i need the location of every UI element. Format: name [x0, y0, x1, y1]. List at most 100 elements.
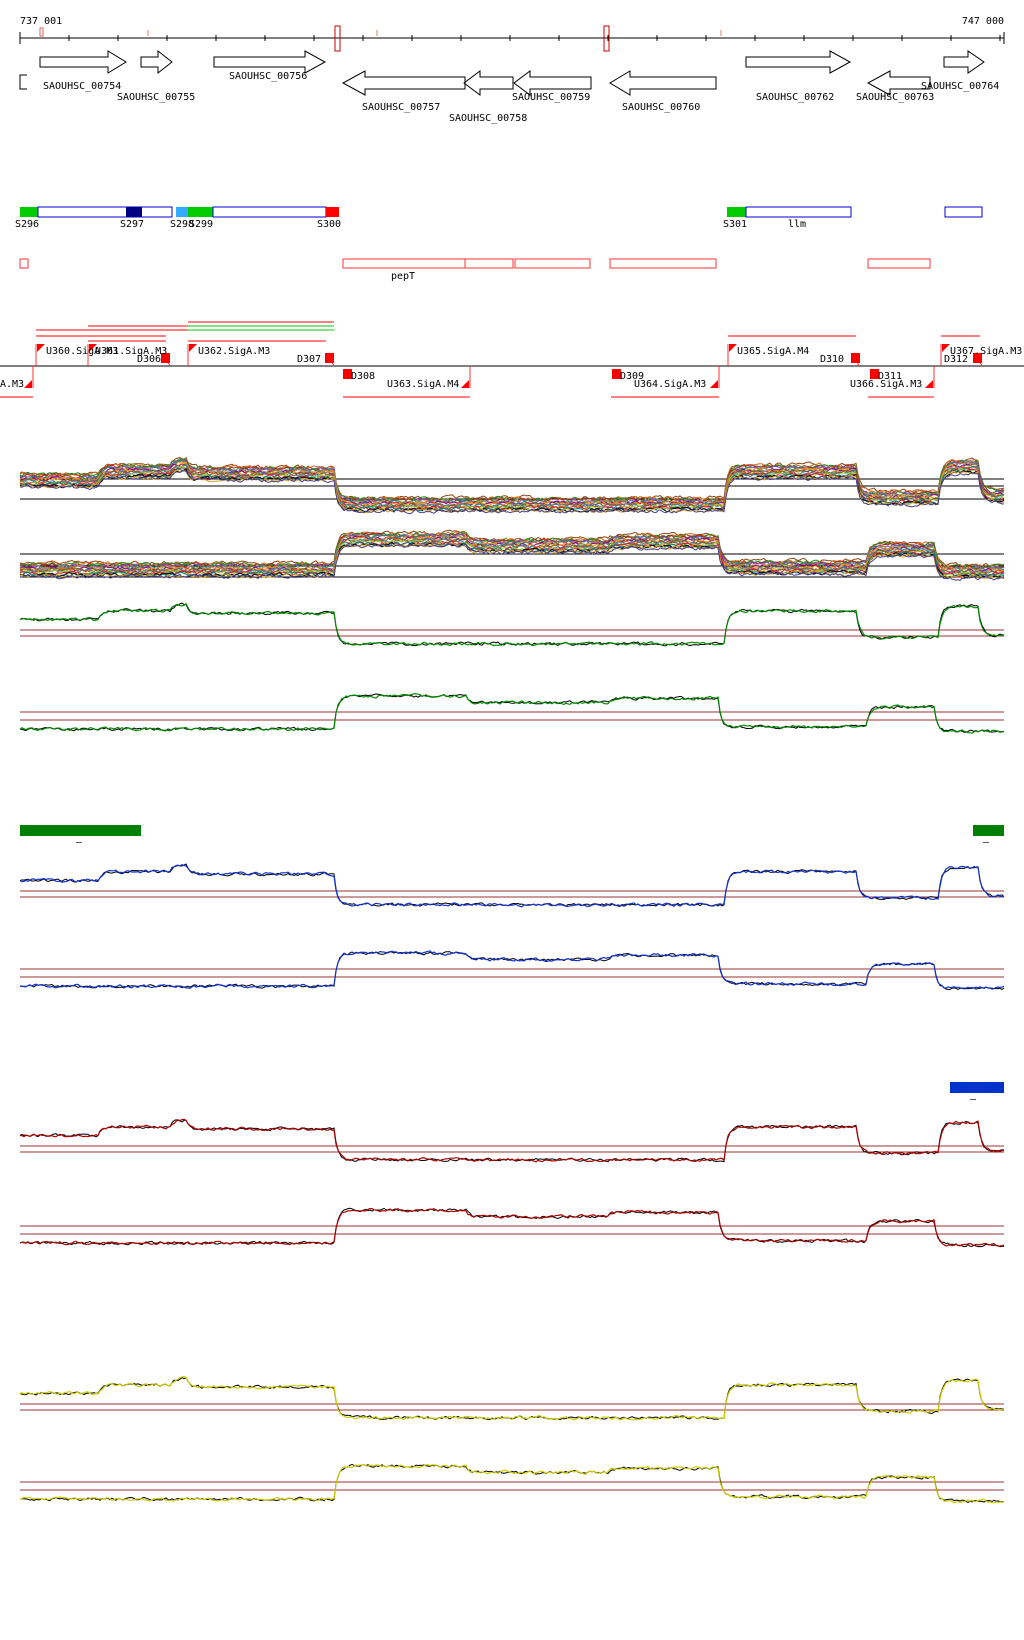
- dash-mark: –: [970, 1094, 977, 1105]
- segment-label: S297: [120, 219, 144, 230]
- operon-block[interactable]: [514, 258, 591, 269]
- gene-arrow-00758[interactable]: [463, 70, 514, 96]
- downshift-block[interactable]: [161, 353, 170, 363]
- downshift-label: D310: [820, 354, 844, 365]
- segment-block[interactable]: [212, 206, 327, 218]
- expression-trace: [19, 470, 1005, 515]
- operon-block[interactable]: [464, 258, 514, 269]
- ruler-marker: [39, 27, 44, 37]
- green-region-bar[interactable]: [973, 825, 1004, 836]
- reverse-downshift-label: D311: [878, 371, 902, 382]
- reverse-upshift-label: U366.SigA.M3: [850, 379, 922, 390]
- segment-block[interactable]: [326, 207, 339, 217]
- profile-tracks: [19, 602, 1005, 1504]
- ruler-marker: [720, 30, 722, 36]
- gene-arrow-00760[interactable]: [609, 70, 717, 96]
- downshift-label: D312: [944, 354, 968, 365]
- gene-arrow-00763[interactable]: [866, 70, 931, 96]
- segment-block[interactable]: [37, 206, 173, 218]
- expression-trace: [19, 543, 1005, 582]
- expression-trace: [19, 1207, 1004, 1248]
- downshift-label: D306: [137, 354, 161, 365]
- ruler-marker: [603, 25, 610, 52]
- operon-block[interactable]: [867, 258, 931, 269]
- reverse-downshift-label: D309: [620, 371, 644, 382]
- reverse-downshift-label: D308: [351, 371, 375, 382]
- upshift-label: U361.SigA.M3: [95, 346, 167, 357]
- gene-track: [19, 49, 985, 96]
- operon-label: pepT: [391, 271, 415, 282]
- downshift-block[interactable]: [851, 353, 860, 363]
- downshift-block[interactable]: [870, 369, 879, 379]
- gene-label: SAOUHSC_00758: [449, 113, 527, 124]
- gene-arrow-partial[interactable]: [19, 74, 27, 90]
- expression-trace: [19, 693, 1005, 734]
- ruler-start-label: 737 001: [20, 16, 62, 27]
- gene-arrow-00756[interactable]: [213, 50, 327, 74]
- expression-trace: [19, 602, 1005, 647]
- downshift-block[interactable]: [343, 369, 352, 379]
- expression-trace: [19, 1463, 1005, 1504]
- expression-trace: [19, 950, 1005, 990]
- segment-block[interactable]: [126, 207, 142, 217]
- segment-block[interactable]: [944, 206, 983, 218]
- blue-region-bar[interactable]: [950, 1082, 1004, 1093]
- expression-trace: [20, 463, 1005, 508]
- upshift-label: U365.SigA.M4: [737, 346, 809, 357]
- shift-track: U360.SigA.M3 U361.SigA.M3 U362.SigA.M3 U…: [0, 321, 1024, 398]
- segment-block[interactable]: [727, 207, 746, 217]
- gene-arrow-00757[interactable]: [341, 70, 466, 96]
- upshift-label: U360.SigA.M3: [46, 346, 118, 357]
- dash-mark: –: [983, 837, 990, 848]
- expression-trace: [19, 863, 1005, 907]
- downshift-block[interactable]: [325, 353, 334, 363]
- expression-trace: [19, 864, 1005, 908]
- upshift-label: U362.SigA.M3: [198, 346, 270, 357]
- ruler-marker: [334, 25, 341, 52]
- expression-trace: [19, 1375, 1005, 1421]
- dash-mark: –: [76, 837, 83, 848]
- segment-label: S299: [189, 219, 213, 230]
- gene-label: SAOUHSC_00759: [512, 92, 590, 103]
- expression-trace: [19, 1118, 1005, 1163]
- segment-label: S296: [15, 219, 39, 230]
- gene-arrow-00755[interactable]: [140, 49, 173, 75]
- downshift-block[interactable]: [973, 353, 982, 363]
- multi-condition-track-forward: [19, 456, 1005, 515]
- operon-block[interactable]: [342, 258, 466, 269]
- reverse-upshift-label: A.M3: [0, 379, 24, 390]
- gene-label: SAOUHSC_00763: [856, 92, 934, 103]
- gene-arrow-00759[interactable]: [513, 70, 592, 96]
- segment-block[interactable]: [176, 207, 188, 217]
- expression-trace: [19, 532, 1005, 570]
- segment-label: S298: [170, 219, 194, 230]
- gene-arrow-00762[interactable]: [745, 50, 852, 74]
- expression-trace: [19, 533, 1005, 571]
- downshift-label: D307: [297, 354, 321, 365]
- gene-label: SAOUHSC_00755: [117, 92, 195, 103]
- green-region-bar[interactable]: [20, 825, 141, 836]
- segment-block[interactable]: [745, 206, 852, 218]
- expression-trace: [19, 1376, 1005, 1421]
- upshift-label: U367.SigA.M3: [950, 346, 1022, 357]
- segment-track: S296 S297 S298 S299 S300 S301 llm: [15, 206, 983, 230]
- segment-block[interactable]: [20, 207, 38, 217]
- gene-labels: SAOUHSC_00754 SAOUHSC_00755 SAOUHSC_0075…: [43, 71, 999, 124]
- gene-label: SAOUHSC_00760: [622, 102, 700, 113]
- gene-label: SAOUHSC_00762: [756, 92, 834, 103]
- coordinate-ruler: 737 001 747 000: [19, 16, 1005, 52]
- gene-label: SAOUHSC_00754: [43, 81, 121, 92]
- gene-label: SAOUHSC_00756: [229, 71, 307, 82]
- gene-arrow-00764[interactable]: [943, 50, 985, 74]
- operon-block[interactable]: [609, 258, 717, 269]
- expression-trace: [19, 1208, 1005, 1247]
- multi-condition-track-reverse: [19, 529, 1005, 582]
- gene-label: SAOUHSC_00757: [362, 102, 440, 113]
- downshift-block[interactable]: [612, 369, 621, 379]
- segment-label: S300: [317, 219, 341, 230]
- operon-block[interactable]: [19, 258, 29, 269]
- segment-block[interactable]: [188, 207, 213, 217]
- gene-arrow-00754[interactable]: [39, 50, 127, 74]
- ruler-end-label: 747 000: [962, 16, 1004, 27]
